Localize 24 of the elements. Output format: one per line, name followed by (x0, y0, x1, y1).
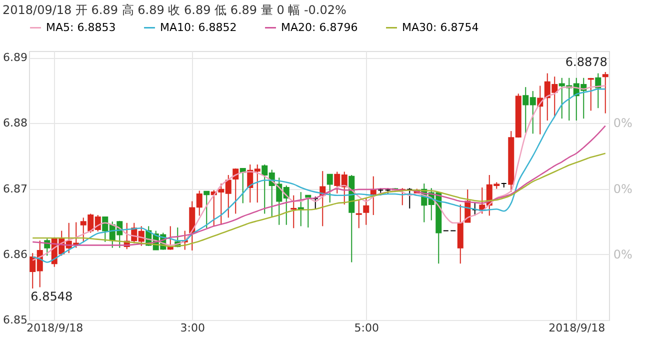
annotation: 6.8878 (565, 54, 608, 69)
candlestick (406, 188, 413, 209)
candlestick (602, 71, 608, 114)
annotation: 6.8548 (30, 290, 73, 304)
legend-label: MA5: 6.8853 (46, 20, 116, 34)
legend-label: MA30: 6.8754 (402, 20, 479, 34)
candlestick (500, 182, 507, 188)
y-tick-label: 6.86 (3, 248, 28, 261)
x-tick-label: 3:00 (180, 322, 205, 334)
legend-label: MA10: 6.8852 (160, 20, 237, 34)
legend-label: MA20: 6.8796 (281, 20, 358, 34)
y-tick-label: 6.85 (3, 314, 28, 326)
y-tick-label: 6.87 (3, 182, 28, 196)
text: 0% (613, 247, 632, 262)
chart-title: 2018/09/18 开 6.89 高 6.89 收 6.89 低 6.89 量 0 幅 -0.02% (2, 3, 346, 17)
candlestick (472, 202, 478, 216)
candlestick (356, 200, 362, 229)
y-tick-label: 6.88 (3, 116, 28, 130)
x-tick-label: 2018/9/18 (26, 322, 84, 334)
x-tick-label: 2018/9/18 (548, 322, 606, 334)
text: 0% (613, 116, 632, 130)
x-tick-label: 5:00 (354, 322, 379, 334)
text: 0% (613, 182, 632, 196)
y-tick-label: 6.89 (3, 51, 28, 64)
